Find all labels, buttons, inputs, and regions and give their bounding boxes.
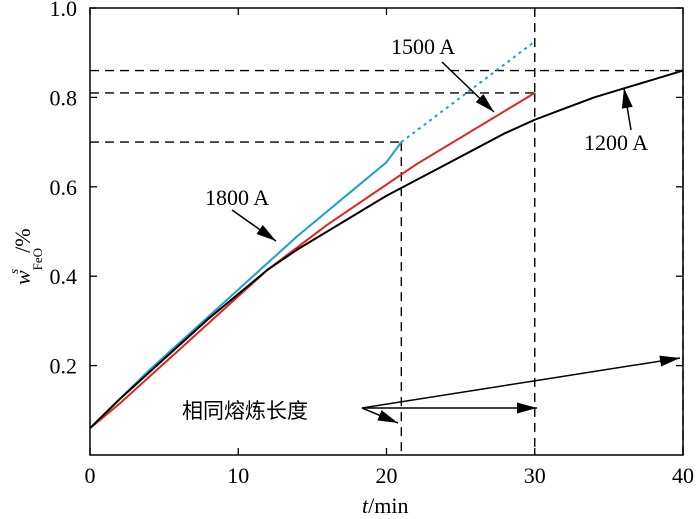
series-line-1500a bbox=[90, 93, 535, 428]
arrow-same-length-21-head bbox=[377, 410, 398, 423]
x-axis-title: t/min bbox=[362, 493, 408, 518]
label-1800a: 1800 A bbox=[205, 185, 269, 210]
arrow-same-length-40-head bbox=[659, 356, 680, 367]
x-axis-unit: /min bbox=[368, 493, 408, 518]
label-1200a: 1200 A bbox=[584, 130, 648, 155]
svg-text:wFeOs/%: wFeOs/% bbox=[6, 228, 45, 285]
x-tick-label-2: 20 bbox=[376, 463, 398, 488]
arrow-1200a-head bbox=[622, 88, 633, 109]
y-axis-sup: s bbox=[6, 269, 21, 274]
x-tick-label-4: 40 bbox=[672, 463, 694, 488]
arrow-same-length-40-shaft bbox=[362, 358, 680, 408]
y-tick-labels: 0.2 0.4 0.6 0.8 1.0 bbox=[50, 0, 78, 379]
y-tick-label-3: 0.8 bbox=[50, 85, 78, 110]
label-same-melting-length: 相同熔炼长度 bbox=[182, 399, 308, 423]
annotation-arrows bbox=[232, 62, 680, 423]
y-axis-unit: /% bbox=[10, 228, 35, 252]
y-tick-label-4: 1.0 bbox=[50, 0, 78, 21]
x-tick-label-3: 30 bbox=[524, 463, 546, 488]
x-tick-labels: 0 10 20 30 40 bbox=[85, 463, 695, 488]
y-tick-label-0: 0.2 bbox=[50, 354, 78, 379]
plot-frame bbox=[90, 8, 683, 455]
label-1500a: 1500 A bbox=[391, 34, 455, 59]
series-line-1200a bbox=[90, 71, 683, 429]
arrow-1800a-head bbox=[256, 225, 276, 241]
guide-lines bbox=[90, 8, 683, 455]
y-axis-title: wFeOs/% bbox=[6, 228, 45, 285]
y-tick-label-2: 0.6 bbox=[50, 175, 78, 200]
x-tick-label-1: 10 bbox=[227, 463, 249, 488]
y-tick-label-1: 0.4 bbox=[50, 264, 78, 289]
arrow-same-length-30-head bbox=[517, 403, 537, 414]
axis-ticks bbox=[90, 8, 683, 455]
x-tick-label-0: 0 bbox=[85, 463, 96, 488]
series-group bbox=[90, 42, 683, 429]
